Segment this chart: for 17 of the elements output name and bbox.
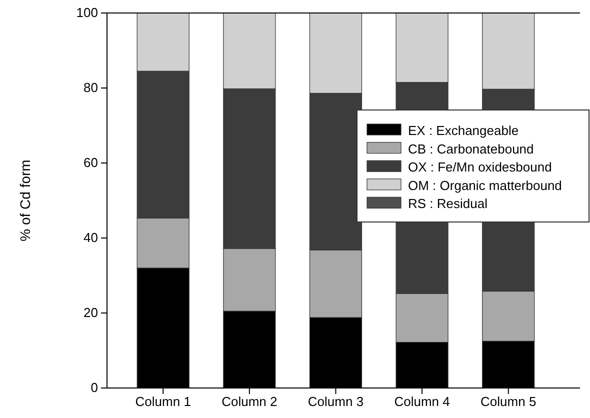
legend-label: RS : Residual (408, 196, 488, 212)
x-tick-label: Column 3 (308, 394, 364, 410)
y-tick-label: 0 (90, 380, 98, 396)
y-tick-label: 40 (84, 230, 98, 246)
y-axis-title: % of Cd form (17, 160, 33, 242)
x-tick-label: Column 5 (480, 394, 536, 410)
legend-label: CB : Carbonatebound (408, 141, 534, 156)
y-tick-label: 20 (84, 305, 98, 320)
legend-label: OX : Fe/Mn oxidesbound (408, 160, 552, 175)
x-tick-label: Column 1 (135, 394, 191, 410)
y-tick-label: 80 (84, 80, 98, 96)
legend-label: OM : Organic matterbound (408, 178, 562, 193)
y-tick-label: 60 (84, 155, 98, 170)
y-tick-label: 100 (76, 5, 98, 20)
legend-label: EX : Exchangeable (408, 123, 519, 138)
x-tick-label: Column 2 (222, 394, 278, 410)
x-tick-label: Column 4 (394, 394, 450, 410)
